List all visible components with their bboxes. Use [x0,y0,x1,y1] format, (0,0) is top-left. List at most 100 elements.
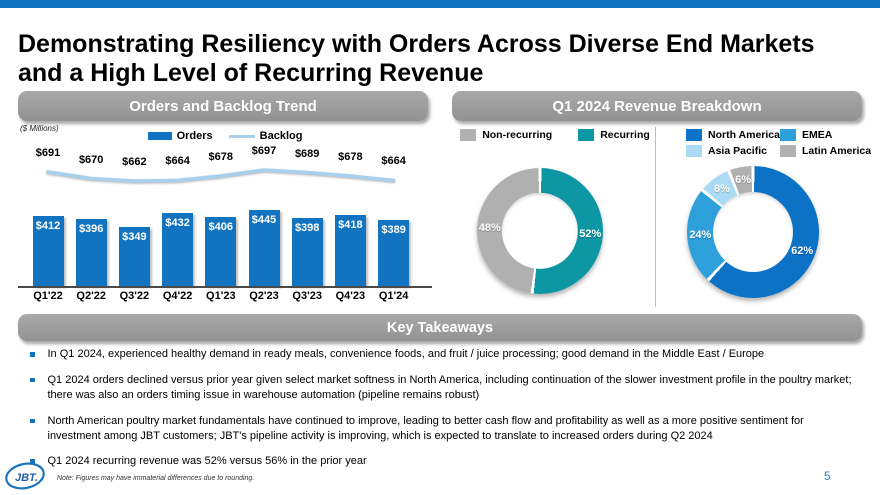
order-bar-value: $432 [165,216,190,229]
x-axis-tick-label: Q4'23 [335,290,366,302]
backlog-value: $670 [78,153,104,166]
x-axis-tick-label: Q1'24 [378,290,409,302]
order-bar-value: $398 [294,222,320,235]
order-bar-value: $406 [208,221,234,233]
legend-label: Asia Pacific [708,145,767,157]
recurring-legend: Non-recurring Recurring [455,129,655,141]
legend-label: EMEA [802,129,833,141]
orders-panel-header: Orders and Backlog Trend [18,91,428,121]
order-bar: $445 [248,210,280,286]
color-swatch-icon [780,129,796,141]
bullet-square-icon [30,459,35,464]
donut-slice-label: 52% [579,228,602,241]
legend-item: North America [686,129,780,141]
donut-slice-label: 62% [791,245,814,258]
backlog-value: $689 [294,147,320,160]
donut-hole [713,192,793,272]
legend-item: Latin America [780,145,871,157]
legend-item: EMEA [780,129,871,141]
orders-backlog-chart: ($ Millions) Orders Backlog $691 $670 $662 $… [18,120,432,310]
order-bar-value: $418 [338,218,363,231]
takeaway-bullet: North American poultry market fundamenta… [30,414,854,444]
legend-item: Recurring [578,129,650,141]
legend-item: Non-recurring [460,129,552,141]
orders-swatch-icon [147,132,172,140]
order-bar: $432 [162,212,194,286]
takeaway-bullet: In Q1 2024, experienced healthy demand i… [30,347,854,362]
order-bar: $398 [291,218,323,286]
order-bar-value: $396 [78,222,104,235]
recurring-donut-chart: 52% 48% [477,168,603,294]
order-bar: $389 [378,219,410,286]
revenue-panel-header: Q1 2024 Revenue Breakdown [452,91,862,121]
donut-slice-label: 24% [689,229,712,242]
backlog-value: $691 [35,146,61,159]
backlog-line [46,168,396,183]
backlog-value: $678 [208,151,234,163]
x-axis-tick-label: Q2'23 [249,290,279,302]
key-takeaways-header-label: Key Takeaways [386,319,494,336]
legend-label: Orders [176,130,213,142]
panel-divider [655,127,656,307]
bullet-square-icon [30,377,35,383]
orders-chart-legend: Orders Backlog [18,130,432,142]
orders-panel-header-label: Orders and Backlog Trend [129,97,317,115]
legend-label: Backlog [259,130,303,142]
legend-item: Backlog [228,130,303,142]
footnote: Note: Figures may have immaterial differ… [57,475,255,482]
order-bar: $418 [334,214,366,286]
legend-label: Non-recurring [482,129,553,141]
takeaway-bullet: Q1 2024 orders declined versus prior yea… [30,373,854,403]
color-swatch-icon [686,145,702,157]
color-swatch-icon [460,129,477,141]
backlog-value: $697 [251,145,277,157]
x-axis-tick-label: Q2'22 [76,290,106,302]
donut-hole [501,192,579,270]
x-axis-tick-label: Q3'23 [292,290,322,302]
donut-slice-label: 48% [478,221,501,234]
takeaway-text: North American poultry market fundamenta… [47,414,804,442]
donut-slice-label: 8% [714,183,730,196]
order-bar-value: $349 [122,230,147,243]
order-bar: $349 [118,226,150,286]
takeaway-text: Q1 2024 orders declined versus prior yea… [47,373,852,401]
key-takeaways-header: Key Takeaways [18,314,862,341]
color-swatch-icon [578,129,595,141]
backlog-value: $664 [165,155,190,168]
legend-item: Asia Pacific [686,145,780,157]
legend-label: North America [708,129,780,141]
backlog-value: $664 [381,155,406,168]
order-bar: $406 [205,217,237,286]
x-axis-tick-label: Q3'22 [119,290,150,302]
color-swatch-icon [686,129,702,141]
donut-slice-label: 6% [735,174,752,187]
jbt-logo: JBT. [5,462,45,490]
backlog-line-icon [228,134,255,138]
order-bar-value: $445 [251,214,277,227]
legend-label: Latin America [802,145,872,157]
x-axis-tick-label: Q4'22 [162,290,193,302]
page-number: 5 [824,469,831,483]
region-legend: North America EMEA Asia Pacific Latin Ameri… [686,129,871,157]
legend-label: Recurring [600,129,650,141]
backlog-value: $662 [122,156,147,168]
x-axis-tick-label: Q1'22 [33,290,63,302]
bullet-square-icon [30,352,35,357]
takeaway-text: Q1 2024 recurring revenue was 52% versus… [47,455,367,468]
color-swatch-icon [780,145,796,157]
svg-text:JBT.: JBT. [15,472,38,484]
takeaway-bullet: Q1 2024 recurring revenue was 52% versus… [30,454,854,469]
region-donut-chart: 62% 24% 8% 6% [687,166,819,298]
top-accent-bar [0,0,880,8]
order-bar: $396 [75,218,107,286]
order-bar: $412 [32,216,64,286]
backlog-value: $678 [338,151,363,163]
takeaways-list: In Q1 2024, experienced healthy demand i… [30,347,854,480]
units-label: ($ Millions) [20,124,59,133]
order-bar-value: $412 [35,220,61,232]
slide-title: Demonstrating Resiliency with Orders Acr… [18,29,815,88]
takeaway-text: In Q1 2024, experienced healthy demand i… [47,348,765,360]
x-axis-tick-label: Q1'23 [206,290,236,302]
revenue-panel-header-label: Q1 2024 Revenue Breakdown [552,97,762,115]
